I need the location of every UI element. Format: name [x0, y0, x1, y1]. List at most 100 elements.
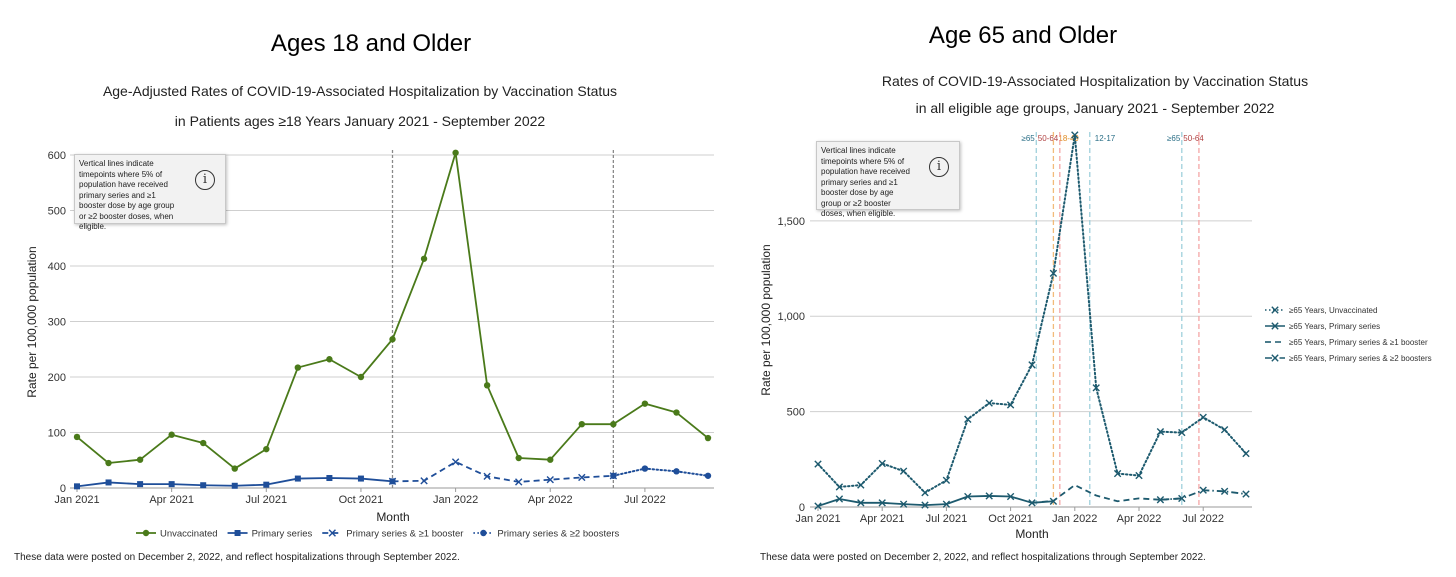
info-icon[interactable]: i: [929, 157, 949, 177]
right-data-point: [942, 476, 951, 484]
right-data-point: [814, 460, 822, 468]
right-chart-panel: Age 65 and Older Rates of COVID-19-Assoc…: [740, 0, 1456, 577]
left-data-point: [388, 477, 397, 486]
left-y-axis-title: Rate per 100,000 population: [25, 246, 39, 397]
left-data-point: [200, 439, 207, 447]
left-x-tick-label: Jan 2021: [54, 494, 99, 506]
right-data-point: [878, 459, 886, 468]
left-y-tick-label: 400: [48, 261, 66, 273]
right-data-point: [1071, 131, 1079, 139]
right-data-point: [1220, 487, 1229, 496]
left-legend-marker: [234, 530, 241, 536]
right-marker-label: ≥65: [1021, 134, 1035, 143]
left-data-point: [704, 434, 712, 442]
right-y-tick-label: 1,500: [777, 216, 805, 228]
left-data-point: [263, 445, 270, 453]
right-data-point: [985, 492, 993, 500]
left-chart-title: Age-Adjusted Rates of COVID-19-Associate…: [102, 83, 618, 99]
right-marker-label: ≥65: [1167, 134, 1181, 143]
left-chart-panel: Ages 18 and Older Age-Adjusted Rates of …: [14, 30, 714, 563]
right-series-line-2: [1031, 484, 1182, 504]
left-data-point: [483, 382, 491, 389]
left-data-point: [263, 481, 270, 488]
left-data-point: [515, 478, 523, 486]
left-x-tick-label: Jul 2022: [624, 494, 666, 506]
left-data-point: [168, 481, 175, 488]
right-data-point: [1028, 499, 1036, 507]
right-data-point: [1156, 427, 1165, 436]
left-x-tick-label: Oct 2021: [339, 494, 384, 506]
left-data-point: [578, 473, 586, 482]
left-y-tick-label: 600: [48, 150, 66, 162]
right-legend-label: ≥65 Years, Primary series: [1289, 322, 1380, 331]
left-x-tick-label: Jul 2021: [246, 494, 288, 506]
left-data-point: [420, 477, 428, 485]
right-x-tick-label: Jul 2021: [926, 513, 968, 525]
right-chart-subtitle: in all eligible age groups, January 2021…: [915, 100, 1275, 116]
right-legend-marker: [1271, 306, 1279, 314]
right-data-point: [1242, 449, 1250, 458]
left-legend-label: Unvaccinated: [160, 529, 218, 540]
left-data-point: [673, 468, 680, 475]
right-data-point: [835, 495, 844, 503]
right-marker-label: 50-64: [1183, 134, 1204, 143]
left-data-point: [326, 475, 333, 482]
right-info-box: Vertical lines indicate timepoints where…: [816, 141, 960, 218]
left-data-point: [105, 459, 112, 467]
left-legend-marker: [328, 529, 336, 537]
right-data-point: [1178, 494, 1186, 503]
right-data-point: [899, 500, 908, 508]
right-data-point: [1199, 486, 1207, 494]
left-data-point: [420, 255, 428, 262]
left-data-point: [200, 482, 207, 489]
left-data-point: [546, 475, 554, 484]
right-x-tick-label: Oct 2021: [988, 513, 1033, 525]
left-info-box: Vertical lines indicate timepoints where…: [74, 154, 226, 231]
right-data-point: [1006, 492, 1015, 501]
left-data-point: [294, 475, 301, 482]
right-series-line-1: [817, 495, 1054, 507]
right-data-point: [1113, 469, 1122, 478]
right-legend-marker: [1271, 322, 1279, 330]
left-y-tick-label: 0: [60, 483, 66, 495]
left-series-line-3: [612, 467, 709, 477]
left-data-point: [610, 472, 617, 479]
left-x-tick-label: Jan 2022: [433, 494, 478, 506]
left-legend-marker: [480, 529, 487, 537]
left-data-point: [357, 373, 365, 381]
left-data-point: [641, 465, 649, 472]
right-data-point: [1220, 426, 1229, 434]
left-data-point: [231, 465, 238, 472]
left-data-point: [547, 456, 554, 463]
left-data-point: [578, 420, 585, 428]
right-legend-marker: [1271, 354, 1279, 362]
right-data-point: [1178, 428, 1186, 437]
right-marker-label: 50-64: [1038, 134, 1059, 143]
left-y-tick-label: 500: [48, 206, 66, 218]
right-data-point: [921, 501, 929, 509]
left-data-point: [357, 475, 364, 482]
left-legend-label: Primary series: [252, 529, 313, 540]
left-data-point: [451, 458, 460, 466]
left-data-point: [294, 364, 302, 371]
right-marker-label: 12-17: [1095, 134, 1116, 143]
right-y-tick-label: 500: [787, 407, 805, 419]
right-legend-label: ≥65 Years, Primary series & ≥2 boosters: [1289, 354, 1432, 363]
right-chart-svg: 0 500 1,000 1,500 Jan 2021 Apr 2021 Jul 2021 Oc…: [759, 131, 1432, 541]
left-data-point: [105, 479, 112, 486]
left-legend-label: Primary series & ≥1 booster: [346, 529, 463, 540]
left-chart-subtitle: in Patients ages ≥18 Years January 2021 …: [174, 113, 546, 129]
right-x-axis-title: Month: [1015, 527, 1048, 541]
right-footnote: These data were posted on December 2, 20…: [760, 552, 1206, 563]
right-data-point: [1156, 496, 1165, 504]
right-x-tick-label: Jan 2021: [795, 513, 840, 525]
right-legend-label: ≥65 Years, Primary series & ≥1 booster: [1289, 338, 1428, 347]
info-icon[interactable]: i: [195, 170, 215, 190]
right-x-tick-label: Apr 2022: [1117, 513, 1162, 525]
left-data-point: [73, 433, 81, 441]
left-info-text: Vertical lines indicate timepoints where…: [79, 159, 175, 231]
right-data-point: [1242, 490, 1250, 498]
left-data-point: [136, 456, 144, 463]
right-data-point: [1135, 471, 1143, 480]
right-data-point: [942, 500, 951, 508]
